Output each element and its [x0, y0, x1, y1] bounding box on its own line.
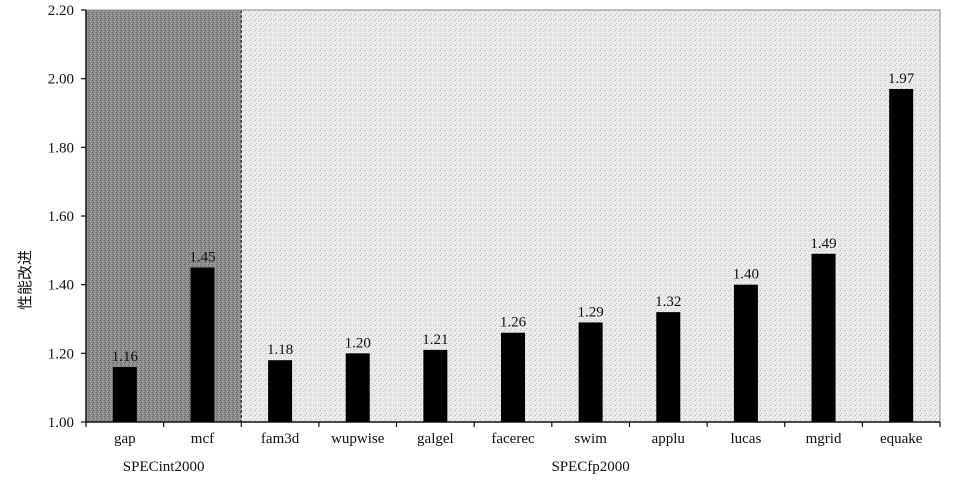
value-label-mcf: 1.45 — [189, 250, 215, 266]
x-tick-labels: gap mcf fam3d wupwise galgel facerec swim applu… — [114, 431, 923, 447]
value-label-gap: 1.16 — [112, 349, 139, 365]
value-label-mgrid: 1.49 — [810, 236, 836, 252]
bar-gap — [112, 367, 137, 422]
x-tick-label-facerec: facerec — [491, 431, 535, 447]
group-labels: SPECint2000 SPECfp2000 — [123, 459, 630, 475]
y-tick-label: 1.20 — [48, 346, 74, 362]
bar-lucas — [733, 284, 758, 422]
value-label-applu: 1.32 — [655, 294, 681, 310]
bar-swim — [578, 322, 603, 422]
x-tick-label-fam3d: fam3d — [261, 431, 300, 447]
bar-fam3d — [268, 360, 293, 422]
value-label-wupwise: 1.20 — [345, 335, 371, 351]
bars — [112, 88, 914, 422]
y-tick-label: 1.00 — [48, 415, 74, 431]
y-tick-label: 1.80 — [48, 140, 74, 156]
group-background-SPECint2000 — [86, 10, 242, 422]
y-axis-label: 性能改进 — [16, 250, 34, 310]
bar-facerec — [501, 332, 525, 422]
x-tick-label-lucas: lucas — [730, 431, 761, 447]
value-label-equake: 1.97 — [888, 71, 915, 87]
group-label-SPECfp2000: SPECfp2000 — [551, 459, 629, 475]
y-tick-label: 2.20 — [48, 3, 74, 19]
group-label-SPECint2000: SPECint2000 — [123, 459, 205, 475]
x-tick-label-mcf: mcf — [191, 431, 214, 447]
bar-equake — [889, 88, 914, 422]
value-labels: 1.16 1.45 1.18 1.20 1.21 1.26 1.29 1.32 1.40 1.49… — [112, 71, 915, 365]
bar-mcf — [190, 267, 215, 422]
axes — [81, 9, 941, 427]
value-label-swim: 1.29 — [578, 304, 604, 320]
bar-wupwise — [345, 353, 370, 422]
value-label-galgel: 1.21 — [422, 332, 448, 348]
value-label-facerec: 1.26 — [500, 315, 527, 331]
y-tick-label: 1.60 — [48, 209, 74, 225]
bar-galgel — [423, 349, 448, 422]
x-tick-label-equake: equake — [880, 431, 923, 447]
bar-applu — [656, 312, 681, 422]
bar-mgrid — [811, 253, 836, 422]
x-tick-label-swim: swim — [574, 431, 607, 447]
y-tick-labels: 1.00 1.20 1.40 1.60 1.80 2.00 2.20 — [48, 3, 74, 431]
x-tick-label-gap: gap — [114, 431, 136, 447]
y-tick-label: 1.40 — [48, 278, 74, 294]
x-tick-label-applu: applu — [652, 431, 686, 447]
value-label-lucas: 1.40 — [733, 267, 759, 283]
x-tick-label-wupwise: wupwise — [331, 431, 385, 447]
x-tick-label-galgel: galgel — [417, 431, 454, 447]
y-tick-label: 2.00 — [48, 72, 74, 88]
x-tick-label-mgrid: mgrid — [806, 431, 842, 447]
value-label-fam3d: 1.18 — [267, 342, 293, 358]
